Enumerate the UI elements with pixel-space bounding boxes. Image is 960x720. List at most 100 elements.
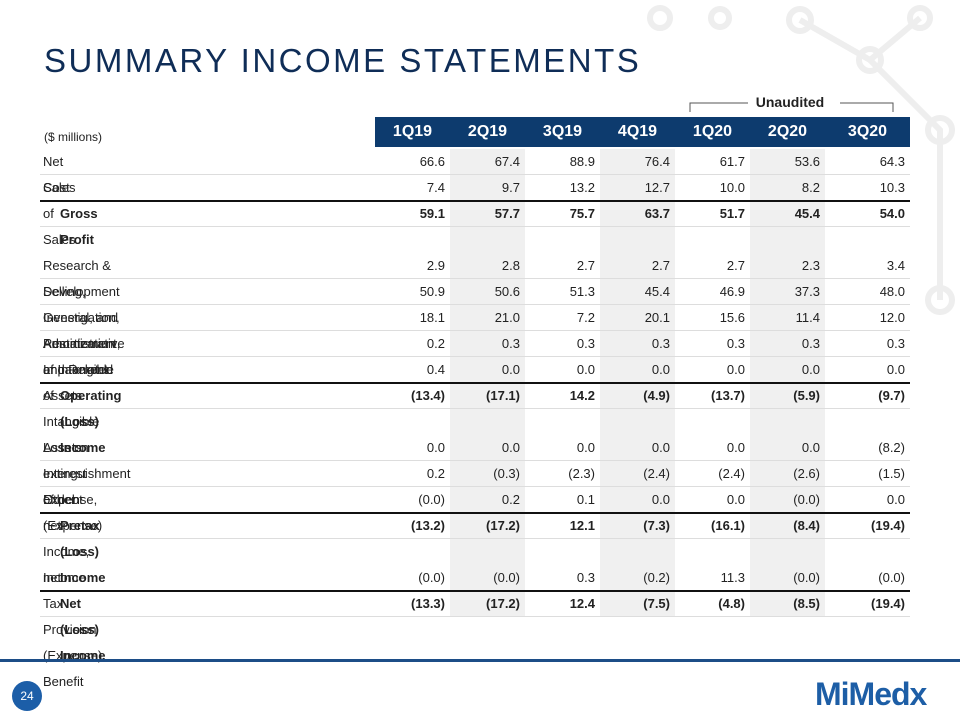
cell-value: 51.3 [569,284,595,299]
row-label: Cost of Sales [43,180,76,247]
cell-value: 0.1 [576,492,595,507]
cell-value: (5.9) [793,388,820,403]
total-rule [40,590,910,592]
cell-value: 11.3 [720,570,745,585]
cell-value: 0.3 [886,336,905,351]
cell-value: 14.2 [569,388,595,403]
row-label: Interest Expense, net [43,466,98,533]
row-label: Amortization of Intangible Assets [43,336,116,403]
cell-value: (0.0) [493,570,520,585]
column-header: 2Q20 [767,123,808,140]
cell-value: 0.0 [726,362,745,377]
cell-value: 7.4 [426,180,445,195]
cell-value: 61.7 [719,154,745,169]
cell-value: 0.0 [651,492,670,507]
cell-value: (8.2) [878,440,905,455]
cell-value: 0.0 [726,440,745,455]
cell-value: 67.4 [494,154,520,169]
cell-value: (4.9) [643,388,670,403]
total-rule [40,382,910,384]
cell-value: (2.4) [718,466,745,481]
cell-value: 45.4 [794,206,820,221]
cell-value: 0.0 [576,362,595,377]
cell-value: 18.1 [419,310,445,325]
cell-value: 0.3 [726,336,745,351]
cell-value: 0.3 [576,570,595,585]
cell-value: 12.7 [644,180,670,195]
cell-value: 20.1 [644,310,670,325]
units-label: ($ millions) [44,130,103,144]
cell-value: 0.2 [501,492,520,507]
logo: MiMedx [815,676,927,712]
row-label: Impairment of Intangible Assets [43,362,109,455]
cell-value: 64.3 [879,154,905,169]
cell-value: 45.4 [644,284,670,299]
cell-value: (17.1) [486,388,520,403]
cell-value: 54.0 [879,206,905,221]
cell-value: 0.0 [501,440,520,455]
cell-value: 57.7 [494,206,520,221]
row-label: Net (Loss) Income [60,596,106,663]
cell-value: 10.0 [719,180,745,195]
cell-value: 0.0 [576,440,595,455]
cell-value: 15.6 [719,310,745,325]
row-label: Selling, General, and Administrative [43,284,125,351]
total-rule [40,200,910,202]
cell-value: 0.0 [801,440,820,455]
cell-value: 21.0 [494,310,520,325]
cell-value: 2.8 [501,258,520,273]
cell-value: (13.4) [411,388,445,403]
cell-value: 76.4 [644,154,670,169]
cell-value: (2.6) [793,466,820,481]
cell-value: (0.2) [643,570,670,585]
cell-value: (17.2) [486,518,520,533]
column-header: 3Q19 [542,123,583,140]
cell-value: 0.3 [576,336,595,351]
cell-value: 0.0 [651,440,670,455]
cell-value: 0.4 [426,362,445,377]
cell-value: 50.9 [419,284,445,299]
row-rule [40,356,910,357]
cell-value: 0.3 [651,336,670,351]
cell-value: 11.4 [795,310,820,325]
row-label: Pretax (Loss) Income [60,518,106,585]
cell-value: 2.3 [801,258,820,273]
row-label: Investigation, Restatement, and Related [43,310,121,377]
row-rule [40,460,910,461]
row-label: Gross Profit [60,206,98,247]
cell-value: (7.5) [643,596,670,611]
cell-value: 0.0 [886,362,905,377]
cell-value: (19.4) [871,596,905,611]
row-label: Income Tax Provision (Expense) Benefit [43,570,103,689]
row-rule [40,408,910,409]
column-header: 4Q19 [617,123,658,140]
cell-value: 7.2 [576,310,595,325]
row-rule [40,538,910,539]
cell-value: 2.7 [651,258,670,273]
cell-value: 2.7 [726,258,745,273]
cell-value: (0.0) [418,570,445,585]
row-rule [40,486,910,487]
footer-rule [0,659,960,662]
title: SUMMARY INCOME STATEMENTS [44,42,642,79]
cell-value: 37.3 [794,284,820,299]
page-number: 24 [12,681,42,711]
row-label: Operating (Loss) Income [60,388,122,455]
cell-value: 53.6 [794,154,820,169]
column-header: 3Q20 [847,123,888,140]
cell-value: 2.7 [576,258,595,273]
column-header: 1Q20 [692,123,733,140]
row-rule [40,174,910,175]
cell-value: (13.7) [711,388,745,403]
cell-value: 0.0 [501,362,520,377]
cell-value: (0.3) [493,466,520,481]
cell-value: (0.0) [878,570,905,585]
cell-value: (2.4) [643,466,670,481]
header-band [375,117,910,147]
row-rule [40,226,910,227]
cell-value: (8.5) [793,596,820,611]
cell-value: (13.2) [411,518,445,533]
cell-value: 0.0 [886,492,905,507]
cell-value: (0.0) [418,492,445,507]
